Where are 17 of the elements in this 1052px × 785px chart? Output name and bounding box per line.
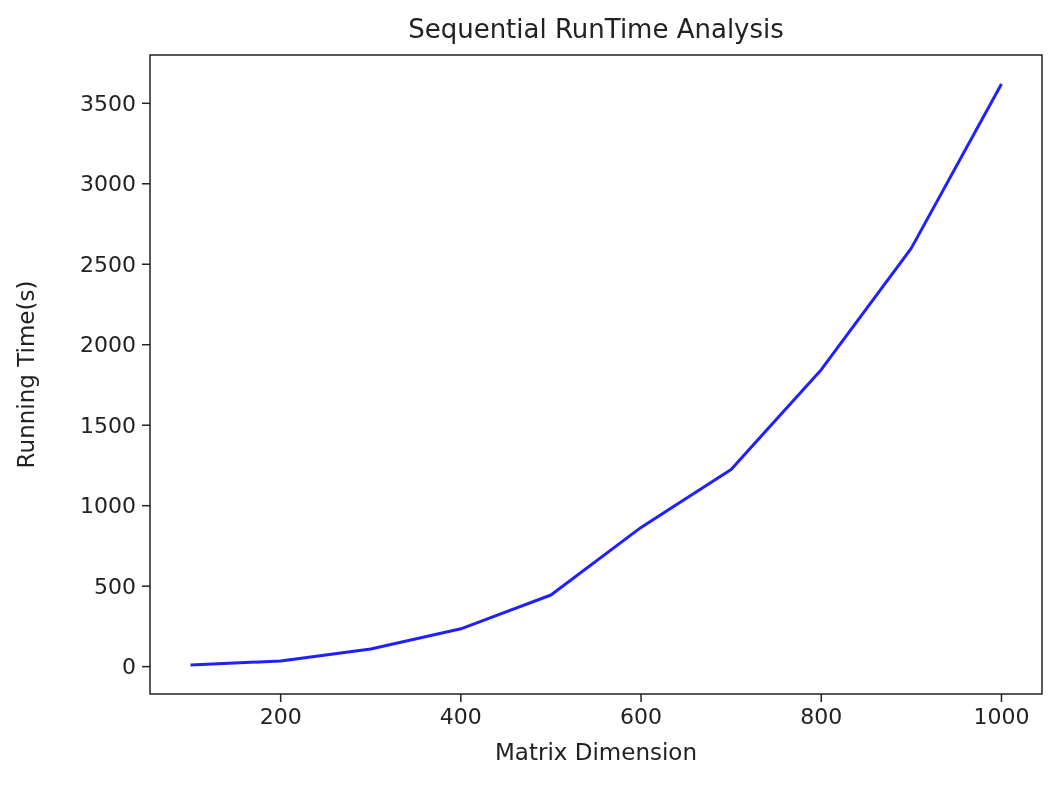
y-axis-title: Running Time(s) xyxy=(13,280,39,469)
x-tick-label: 600 xyxy=(620,704,663,729)
y-tick-label: 3500 xyxy=(80,90,136,116)
x-tick-label: 800 xyxy=(800,704,843,729)
y-tick-label: 1000 xyxy=(80,493,136,519)
x-tick-label: 400 xyxy=(439,704,482,729)
x-tick-label: 200 xyxy=(259,704,302,729)
line-series xyxy=(189,82,1003,667)
x-axis-title: Matrix Dimension xyxy=(495,739,697,765)
y-tick-label: 2000 xyxy=(80,332,136,358)
chart-title: Sequential RunTime Analysis xyxy=(408,14,784,44)
y-tick-label: 1500 xyxy=(80,412,136,438)
y-tick-label: 3000 xyxy=(80,171,136,197)
y-tick-label: 500 xyxy=(94,573,136,599)
y-tick-label: 0 xyxy=(122,654,136,680)
x-tick-label: 1000 xyxy=(973,704,1030,729)
y-tick-label: 2500 xyxy=(80,251,136,277)
